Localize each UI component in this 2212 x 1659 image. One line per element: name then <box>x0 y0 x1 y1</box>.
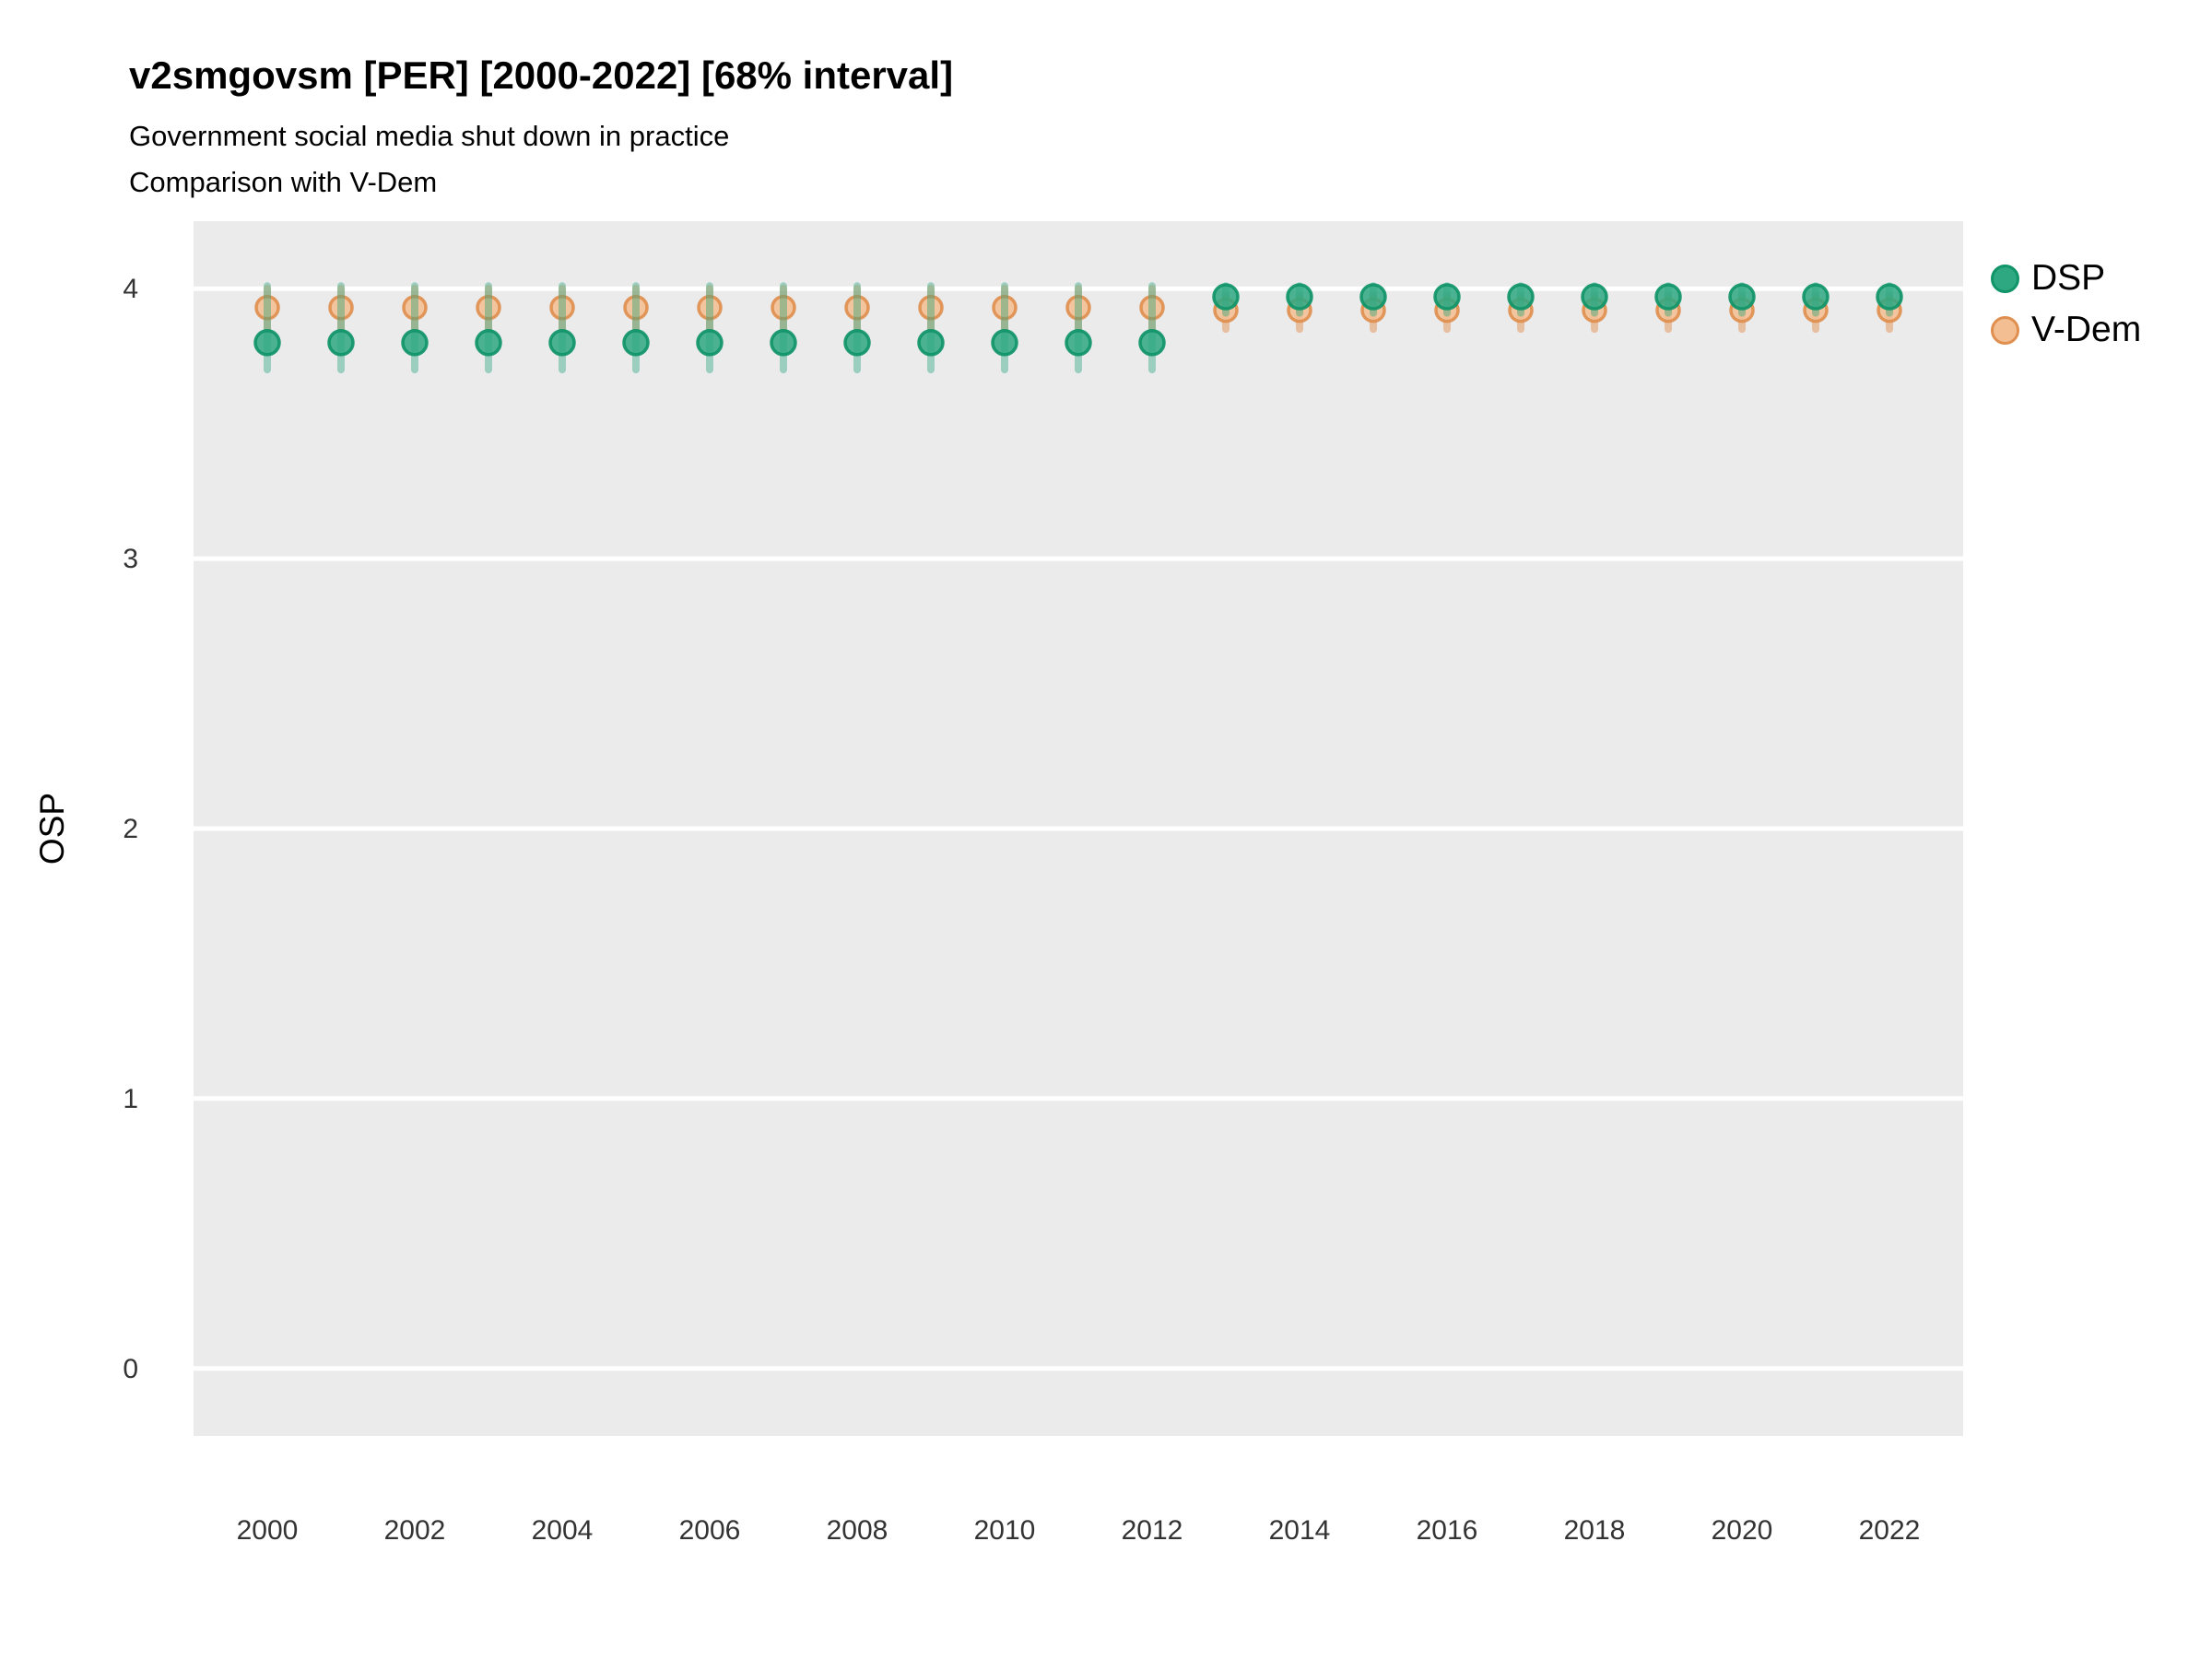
y-tick-label-2: 2 <box>123 814 138 844</box>
dsp-point-2008 <box>843 329 871 357</box>
y-tick-label-0: 0 <box>123 1354 138 1384</box>
x-tick-label-2006: 2006 <box>679 1515 741 1546</box>
chart-subtitle-line2: Comparison with V-Dem <box>129 166 438 198</box>
dsp-point-2010 <box>991 329 1018 357</box>
x-tick-label-2022: 2022 <box>1859 1515 1921 1546</box>
legend-marker-dsp-icon <box>1991 264 2019 293</box>
legend-marker-vdem-icon <box>1991 315 2019 345</box>
dsp-point-2015 <box>1359 283 1387 311</box>
dsp-point-2019 <box>1654 283 1682 311</box>
vdem-point-2012 <box>1139 294 1165 321</box>
dsp-point-2006 <box>696 329 724 357</box>
vdem-point-2004 <box>549 294 575 321</box>
vdem-point-2000 <box>254 294 280 321</box>
dsp-point-2020 <box>1728 283 1756 311</box>
vdem-point-2011 <box>1065 294 1091 321</box>
x-tick-label-2018: 2018 <box>1564 1515 1626 1546</box>
dsp-point-2004 <box>548 329 576 357</box>
dsp-point-2000 <box>253 329 281 357</box>
dsp-point-2005 <box>622 329 650 357</box>
dsp-point-2016 <box>1433 283 1461 311</box>
vdem-point-2002 <box>402 294 428 321</box>
vdem-point-2010 <box>992 294 1018 321</box>
dsp-point-2007 <box>770 329 797 357</box>
dsp-point-2001 <box>327 329 355 357</box>
dsp-point-2014 <box>1286 283 1313 311</box>
legend-item-dsp: DSP <box>1991 258 2141 299</box>
legend-label-dsp: DSP <box>2031 258 2106 298</box>
x-tick-label-2008: 2008 <box>827 1515 888 1546</box>
dsp-point-2009 <box>917 329 945 357</box>
y-tick-label-4: 4 <box>123 274 138 304</box>
legend: DSP V-Dem <box>1991 258 2141 361</box>
x-tick-label-2014: 2014 <box>1269 1515 1331 1546</box>
dsp-point-2021 <box>1802 283 1830 311</box>
vdem-point-2008 <box>844 294 870 321</box>
x-tick-label-2002: 2002 <box>384 1515 446 1546</box>
x-tick-label-2016: 2016 <box>1417 1515 1478 1546</box>
vdem-point-2001 <box>328 294 354 321</box>
legend-label-vdem: V-Dem <box>2031 310 2142 349</box>
chart-subtitle-line1: Government social media shut down in pra… <box>129 120 730 152</box>
x-tick-label-2010: 2010 <box>974 1515 1036 1546</box>
x-tick-label-2020: 2020 <box>1712 1515 1773 1546</box>
dsp-point-2022 <box>1876 283 1903 311</box>
vdem-point-2006 <box>697 294 723 321</box>
dsp-point-2002 <box>401 329 429 357</box>
dsp-point-2013 <box>1212 283 1240 311</box>
dsp-point-2011 <box>1065 329 1092 357</box>
vdem-point-2003 <box>476 294 501 321</box>
dsp-point-layer <box>253 283 1903 357</box>
dsp-point-2018 <box>1581 283 1608 311</box>
y-tick-label-3: 3 <box>123 544 138 574</box>
chart-title: v2smgovsm [PER] [2000-2022] [68% interva… <box>129 53 954 97</box>
y-tick-label-1: 1 <box>123 1084 138 1114</box>
vdem-point-2009 <box>918 294 944 321</box>
legend-item-vdem: V-Dem <box>1991 310 2141 350</box>
dsp-point-2003 <box>475 329 502 357</box>
vdem-point-2007 <box>771 294 796 321</box>
dsp-point-2012 <box>1138 329 1166 357</box>
x-tick-label-2004: 2004 <box>532 1515 594 1546</box>
dsp-point-2017 <box>1507 283 1535 311</box>
x-tick-label-2012: 2012 <box>1122 1515 1183 1546</box>
x-tick-label-2000: 2000 <box>237 1515 299 1546</box>
vdem-point-2005 <box>623 294 649 321</box>
